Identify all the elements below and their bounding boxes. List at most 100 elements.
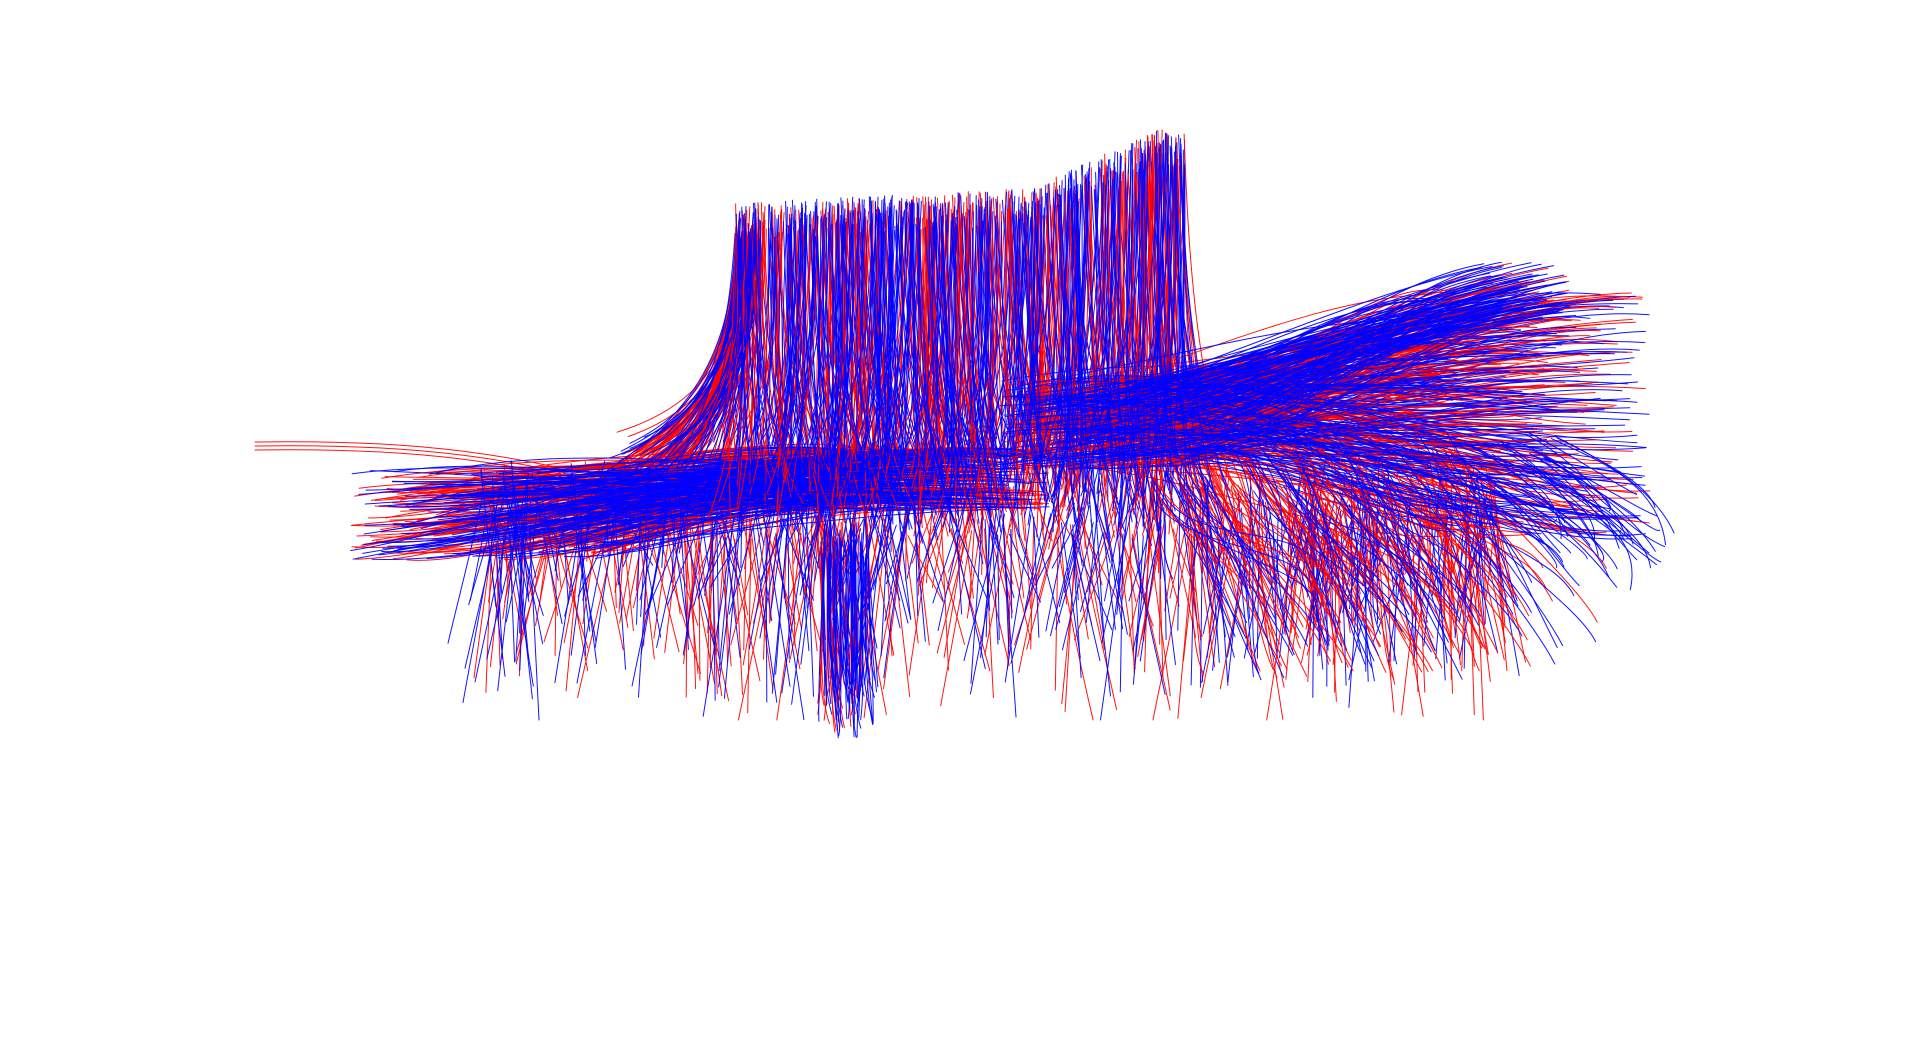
fiber-streamline (868, 196, 879, 448)
fiber-streamline (1310, 464, 1445, 620)
fiber-streamline (704, 473, 723, 596)
fiber-streamline (639, 232, 736, 456)
fiber-streamline (884, 198, 894, 478)
fiber-streamline (762, 215, 808, 440)
fiber-streamline (792, 233, 821, 515)
fiber-streamline (752, 525, 778, 703)
fiber-streamline (870, 222, 923, 469)
fiber-streamline (570, 489, 593, 656)
fiber-streamline (543, 529, 580, 643)
fiber-streamline (725, 523, 761, 682)
fiber-streamline (950, 528, 991, 672)
fiber-streamline (1080, 534, 1103, 612)
fiber-streamline (1206, 278, 1511, 414)
fiber-streamline (884, 531, 903, 622)
fiber-streamline (1080, 168, 1113, 497)
fiber-streamline (1120, 443, 1460, 527)
fiber-streamline (1183, 465, 1318, 594)
fiber-streamline (874, 202, 904, 498)
fiber-streamline (629, 245, 743, 449)
fiber-streamline (1193, 525, 1216, 620)
fiber-streamline (1092, 311, 1560, 398)
fiber-streamline (1372, 486, 1458, 614)
fiber-streamline (1237, 456, 1262, 681)
fiber-streamline (1076, 198, 1083, 512)
fiber-streamline (462, 514, 497, 703)
fiber-streamline (940, 530, 973, 707)
fiber-streamline (1071, 533, 1101, 662)
fiber-streamline (640, 534, 662, 655)
fiber-streamline (792, 492, 820, 569)
fiber-streamline (1539, 452, 1658, 517)
fiber-streamline (822, 221, 827, 487)
fiber-streamline (1338, 483, 1444, 571)
fiber-streamline (931, 217, 943, 423)
fiber-streamline (1083, 419, 1600, 517)
fiber-streamline (1156, 153, 1174, 477)
fiber-streamline (1358, 483, 1381, 635)
fiber-streamline (1168, 437, 1249, 596)
fiber-streamline (995, 198, 1046, 476)
fiber-streamline (406, 459, 880, 540)
fiber-streamline (1538, 486, 1633, 591)
fiber-streamline (1308, 496, 1336, 621)
fiber-streamline (1046, 192, 1090, 468)
fiber-streamline (678, 491, 693, 554)
fiber-streamline (822, 214, 844, 500)
fiber-streamline (1168, 467, 1282, 667)
fiber-streamline (735, 231, 783, 438)
fiber-streamline (1214, 485, 1308, 677)
fiber-streamline (1045, 193, 1076, 507)
fiber-streamline (1177, 496, 1222, 599)
fiber-streamline (1014, 528, 1052, 646)
fiber-streamline (791, 535, 814, 705)
fiber-streamline (845, 546, 850, 720)
fiber-streamline (1253, 490, 1397, 622)
fiber-streamline (1189, 474, 1211, 582)
fiber-streamline (1200, 280, 1546, 407)
fiber-streamline (774, 538, 801, 670)
fiber-streamline (1445, 445, 1598, 623)
fiber-streamline (1242, 286, 1515, 414)
fiber-streamline (1242, 281, 1567, 425)
fiber-streamline (1545, 477, 1651, 569)
fiber-streamline (783, 224, 810, 456)
fiber-streamline (765, 529, 768, 703)
fiber-streamline (801, 218, 812, 474)
fiber-streamline (811, 228, 827, 466)
fiber-streamline (1096, 454, 1492, 517)
fiber-streamline (1491, 453, 1595, 540)
fiber-streamline (1449, 483, 1548, 545)
fiber-streamline (1010, 497, 1025, 599)
fiber-streamline (1119, 299, 1513, 403)
fiber-streamline (1477, 477, 1580, 587)
fiber-streamline (723, 518, 729, 663)
fiber-streamline (594, 488, 620, 648)
fiber-streamline (693, 514, 718, 607)
fiber-streamline (1201, 451, 1281, 645)
fiber-streamline (1090, 186, 1114, 480)
fiber-streamline (1141, 499, 1169, 640)
fiber-streamline (254, 445, 561, 473)
fiber-streamline (1439, 460, 1518, 629)
fiber-streamline (1346, 456, 1379, 562)
fiber-streamline (563, 531, 569, 605)
fiber-streamline (1417, 473, 1483, 649)
fiber-streamline (1100, 380, 1580, 449)
fiber-streamline (1355, 451, 1502, 579)
fiber-streamline (709, 531, 712, 668)
fiber-streamline (853, 544, 862, 675)
fiber-streamline (531, 474, 563, 625)
fiber-streamline (1464, 484, 1558, 569)
blue-fiber-bundle-front (689, 130, 1675, 739)
fiber-streamline (689, 515, 697, 690)
fiber-streamline (1395, 471, 1531, 667)
fiber-streamline (1254, 456, 1329, 647)
fiber-streamline (1178, 134, 1237, 519)
fiber-streamline (984, 528, 994, 699)
fiber-streamline (829, 232, 856, 492)
fiber-streamline (638, 527, 650, 698)
fiber-streamline (1362, 529, 1369, 682)
fiber-streamline (491, 476, 504, 659)
